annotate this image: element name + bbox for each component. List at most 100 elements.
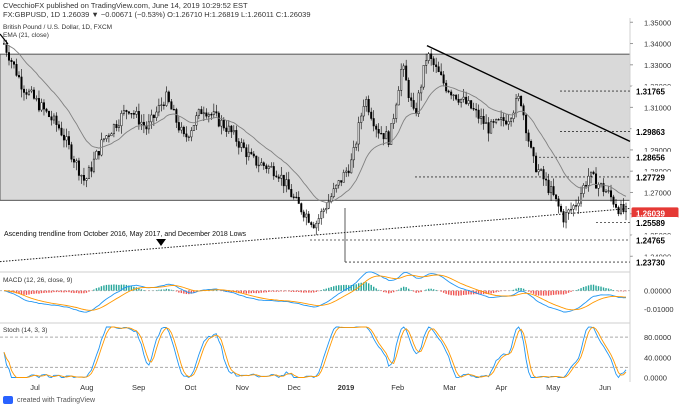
candle (445, 82, 448, 92)
candle (112, 124, 115, 135)
macd-histogram-bar (577, 289, 580, 291)
candle (332, 188, 335, 197)
candle (477, 109, 480, 119)
candle (122, 110, 125, 114)
descending-trendline (426, 45, 631, 143)
candle (87, 167, 90, 179)
candle (540, 169, 543, 171)
macd-histogram-bar (605, 288, 607, 291)
candle (180, 126, 183, 131)
price-tick-label: 1.34000 (644, 40, 671, 49)
macd-histogram-bar (40, 290, 43, 294)
candle (580, 193, 583, 204)
candle (465, 96, 468, 104)
candle (425, 60, 428, 66)
macd-histogram-bar (338, 285, 340, 291)
candle (217, 112, 220, 127)
candle (32, 89, 35, 99)
macd-histogram-bar (263, 290, 265, 293)
candle (202, 112, 205, 115)
macd-histogram-bar (440, 290, 442, 292)
macd-histogram-bar (30, 290, 33, 294)
candle (182, 126, 185, 135)
macd-histogram-bar (607, 288, 610, 291)
candle (352, 147, 355, 161)
macd-histogram-bar (228, 290, 230, 292)
candle (230, 125, 233, 133)
candle (10, 60, 13, 63)
candle (330, 196, 333, 202)
candle (497, 119, 500, 121)
macd-histogram-bar (370, 284, 372, 291)
candle (92, 158, 95, 172)
candle (272, 166, 275, 177)
macd-histogram-bar (427, 288, 430, 291)
candle (72, 158, 75, 163)
candle (242, 142, 245, 148)
candle (510, 118, 513, 122)
price-label: 1.29863 (636, 128, 665, 137)
macd-histogram-bar (295, 290, 297, 292)
candle (527, 132, 530, 142)
macd-histogram-bar (18, 290, 20, 294)
candle (22, 88, 25, 93)
candle (135, 111, 138, 115)
macd-histogram-bar (600, 286, 602, 291)
macd-histogram-bar (65, 290, 68, 293)
candle (27, 90, 30, 95)
macd-histogram-bar (467, 290, 470, 295)
macd-histogram-bar (168, 289, 170, 291)
macd-histogram-bar (273, 290, 275, 292)
price-label-box (631, 151, 679, 163)
candle (485, 122, 488, 124)
footer: created with TradingView (3, 396, 95, 404)
macd-line (3, 271, 627, 313)
candle (555, 194, 558, 200)
macd-histogram-bar (442, 290, 445, 293)
macd-histogram-bar (55, 290, 58, 293)
candle (545, 178, 548, 181)
candle (567, 209, 570, 213)
macd-histogram-bar (575, 290, 577, 291)
candle (575, 205, 578, 207)
candle (327, 201, 330, 209)
macd-histogram-bar (50, 290, 53, 293)
candle (565, 212, 568, 223)
candle (470, 100, 473, 109)
ema-label: EMA (21, close) (3, 32, 49, 39)
macd-histogram-bar (565, 290, 567, 294)
macd-histogram-bar (118, 284, 120, 291)
macd-histogram-bar (590, 284, 592, 291)
candle (280, 174, 283, 179)
candle (345, 170, 348, 173)
candle (495, 119, 498, 123)
candle (152, 114, 155, 118)
macd-histogram-bar (500, 290, 502, 292)
macd-histogram-bar (492, 290, 495, 293)
macd-histogram-bar (517, 287, 520, 291)
candle (295, 196, 298, 199)
candle (597, 184, 600, 189)
macd-histogram-bar (115, 284, 118, 291)
macd-histogram-bar (105, 284, 108, 291)
macd-histogram-bar (397, 289, 400, 291)
candle (175, 109, 178, 123)
candle (212, 111, 215, 115)
candle (85, 178, 88, 181)
macd-histogram-bar (562, 290, 565, 295)
macd-histogram-bar (353, 284, 355, 291)
macd-histogram-bar (582, 286, 585, 291)
macd-histogram-bar (183, 290, 185, 294)
macd-histogram-bar (373, 286, 375, 291)
macd-histogram-bar (405, 287, 407, 291)
macd-histogram-bar (485, 290, 487, 294)
macd-histogram-bar (622, 290, 625, 292)
macd-histogram-bar (557, 290, 560, 295)
macd-histogram-bar (95, 288, 98, 291)
candle (350, 159, 353, 174)
candle (320, 211, 323, 219)
candle (132, 113, 135, 115)
macd-histogram-bar (592, 284, 595, 291)
candle (240, 142, 243, 148)
